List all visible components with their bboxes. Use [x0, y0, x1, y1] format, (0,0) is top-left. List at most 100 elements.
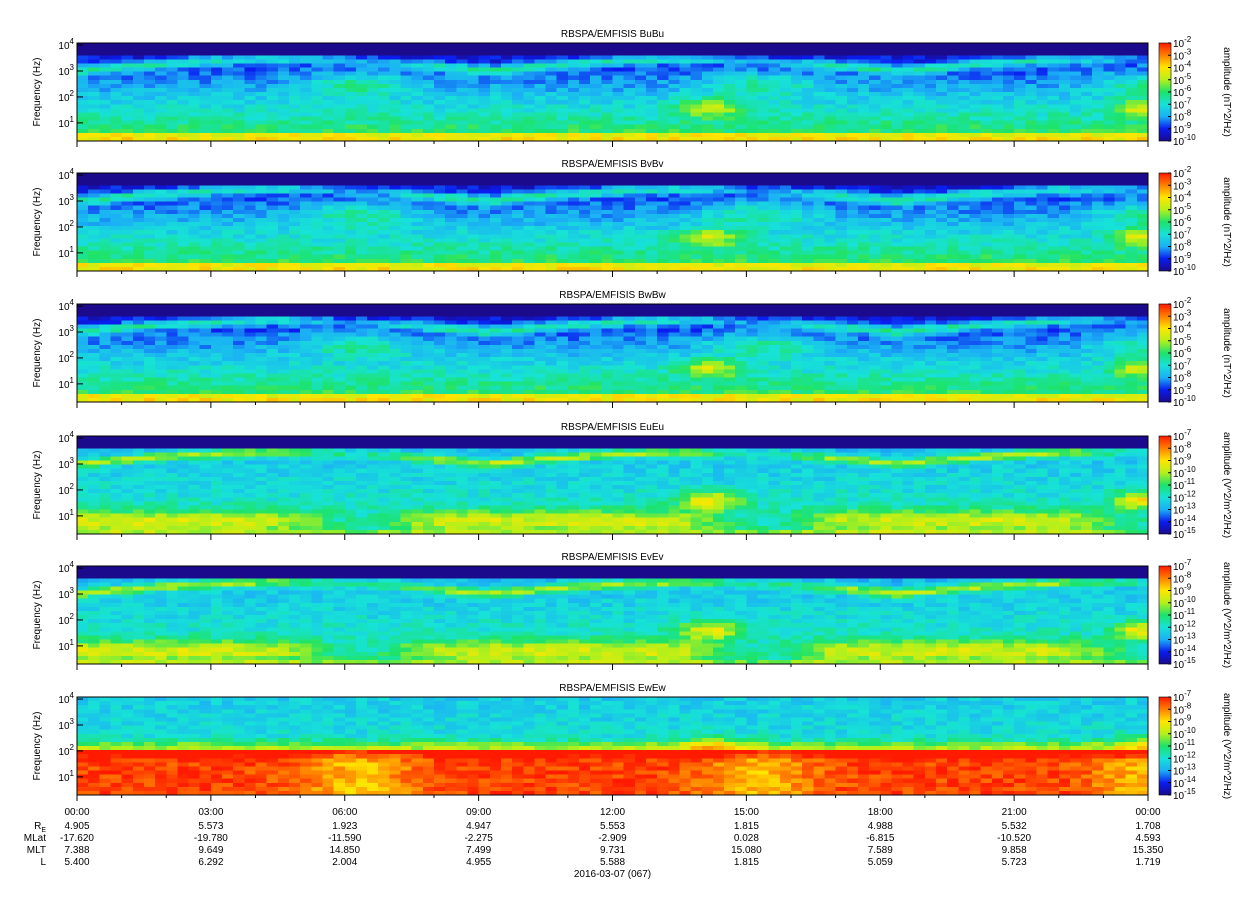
heatmap-cell: [266, 201, 279, 207]
heatmap-cell: [422, 96, 435, 101]
heatmap-cell: [534, 71, 547, 77]
heatmap-cell: [99, 308, 112, 313]
heatmap-cell: [567, 262, 580, 268]
heatmap-cell: [679, 250, 692, 256]
heatmap-cell: [288, 136, 301, 142]
heatmap-cell: [880, 63, 893, 69]
heatmap-cell: [77, 213, 89, 219]
heatmap-cell: [1025, 230, 1038, 235]
heatmap-cell: [110, 181, 123, 186]
heatmap-cell: [467, 67, 480, 73]
heatmap-cell: [411, 201, 424, 207]
heatmap-cell: [77, 336, 89, 342]
heatmap-cell: [400, 96, 413, 101]
heatmap-cell: [612, 189, 625, 195]
heatmap-cell: [590, 55, 602, 60]
heatmap-cell: [456, 258, 469, 264]
heatmap-cell: [132, 132, 145, 138]
heatmap-cell: [155, 381, 167, 387]
heatmap-cell: [657, 266, 669, 272]
heatmap-cell: [99, 340, 112, 346]
heatmap-cell: [1136, 71, 1149, 77]
heatmap-cell: [367, 87, 379, 93]
heatmap-cell: [367, 266, 379, 272]
heatmap-cell: [958, 193, 971, 199]
heatmap-cell: [523, 59, 536, 65]
heatmap-cell: [467, 246, 480, 252]
heatmap-cell: [791, 104, 803, 109]
heatmap-cell: [188, 336, 201, 342]
heatmap-cell: [924, 112, 937, 118]
heatmap-cell: [1025, 79, 1038, 85]
heatmap-cell: [456, 87, 469, 93]
heatmap-cell: [110, 55, 123, 60]
heatmap-cell: [579, 250, 591, 256]
heatmap-cell: [969, 197, 982, 203]
heatmap-cell: [277, 87, 290, 93]
heatmap-cell: [645, 234, 658, 239]
heatmap-cell: [155, 47, 167, 52]
heatmap-cell: [311, 258, 324, 264]
heatmap-cell: [958, 104, 971, 109]
heatmap-cell: [456, 120, 469, 126]
heatmap-cell: [1025, 59, 1038, 65]
heatmap-cell: [712, 230, 725, 235]
heatmap-cell: [523, 209, 536, 215]
heatmap-cell: [255, 181, 268, 186]
heatmap-cell: [712, 177, 725, 182]
heatmap-cell: [1081, 213, 1093, 219]
heatmap-cell: [980, 177, 993, 182]
heatmap-cell: [266, 63, 279, 69]
heatmap-cell: [657, 238, 669, 244]
heatmap-cell: [556, 67, 569, 73]
heatmap-cell: [233, 108, 245, 114]
heatmap-cell: [701, 185, 714, 190]
heatmap-cell: [489, 238, 502, 244]
heatmap-cell: [177, 87, 190, 93]
heatmap-cell: [645, 217, 658, 223]
heatmap-cell: [166, 357, 179, 362]
heatmap-cell: [779, 238, 792, 244]
heatmap-cell: [779, 92, 792, 97]
heatmap-cell: [434, 258, 446, 264]
heatmap-cell: [456, 250, 469, 256]
heatmap-cell: [1103, 246, 1116, 252]
heatmap-cell: [1081, 79, 1093, 85]
heatmap-cell: [378, 177, 390, 182]
heatmap-cell: [367, 201, 379, 207]
heatmap-cell: [411, 124, 424, 130]
heatmap-cell: [947, 124, 959, 130]
heatmap-cell: [980, 100, 993, 105]
heatmap-cell: [980, 55, 993, 60]
heatmap-cell: [579, 213, 591, 219]
heatmap-cell: [991, 100, 1004, 105]
heatmap-cell: [311, 173, 324, 178]
heatmap-cell: [857, 234, 870, 239]
heatmap-cell: [1069, 79, 1082, 85]
heatmap-cell: [802, 71, 814, 77]
heatmap-cell: [980, 246, 993, 252]
heatmap-cell: [378, 87, 390, 93]
heatmap-cell: [199, 75, 212, 81]
heatmap-cell: [657, 112, 669, 118]
heatmap-cell: [891, 63, 904, 69]
heatmap-cell: [590, 124, 602, 130]
heatmap-cell: [846, 217, 859, 223]
heatmap-cell: [913, 222, 926, 227]
heatmap-cell: [1081, 87, 1093, 93]
heatmap-cell: [467, 185, 480, 190]
heatmap-cell: [880, 132, 893, 138]
heatmap-cell: [701, 124, 714, 130]
heatmap-cell: [969, 132, 982, 138]
heatmap-cell: [155, 377, 167, 383]
heatmap-cell: [545, 209, 558, 215]
heatmap-cell: [645, 79, 658, 85]
heatmap-cell: [701, 189, 714, 195]
heatmap-cell: [478, 75, 491, 81]
heatmap-cell: [835, 59, 848, 65]
heatmap-cell: [768, 47, 781, 52]
heatmap-cell: [244, 96, 257, 101]
heatmap-cell: [177, 312, 190, 317]
heatmap-cell: [668, 217, 681, 223]
heatmap-cell: [288, 67, 301, 73]
